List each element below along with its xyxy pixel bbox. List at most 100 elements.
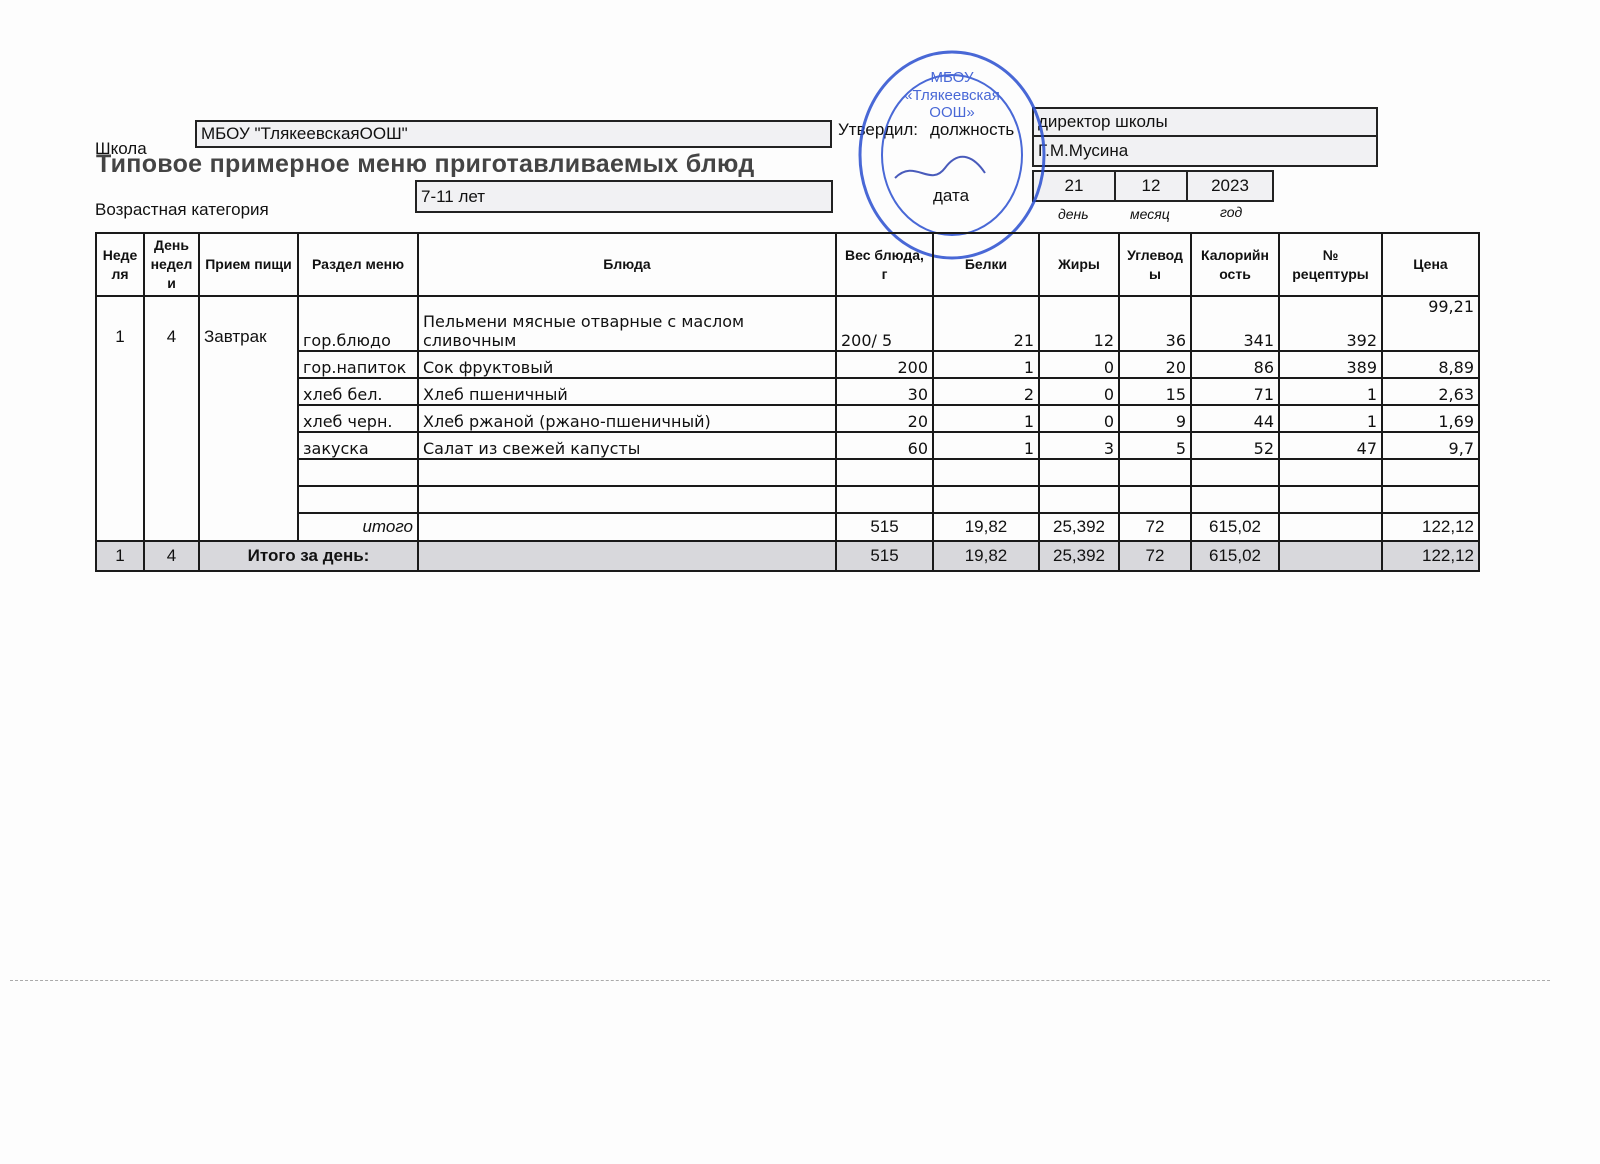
protein-cell: 2: [932, 377, 1040, 406]
age-label: Возрастная категория: [95, 200, 269, 219]
approved-label: Утвердил:: [838, 120, 919, 139]
meal-cell: Завтрак: [198, 295, 299, 542]
scan-fold-line: [10, 980, 1550, 981]
recipe-cell: 47: [1278, 431, 1383, 460]
weight-cell: 60: [835, 431, 934, 460]
table-row: закуска Салат из свежей капусты 60 1 3 5…: [96, 431, 1480, 460]
month-caption: месяц: [1130, 206, 1170, 222]
recipe-cell: 1: [1278, 377, 1383, 406]
section-cell: закуска: [297, 431, 419, 460]
kcal-cell: 44: [1190, 404, 1280, 433]
svg-text:«Тлякеевская: «Тлякеевская: [904, 87, 1000, 104]
col-protein: Белки: [932, 232, 1040, 297]
total-price: 122,12: [1381, 540, 1480, 572]
week-cell: 1: [95, 295, 145, 542]
subtotal-carbs: 72: [1118, 512, 1192, 542]
subtotal-weight: 515: [835, 512, 934, 542]
subtotal-price: 122,12: [1381, 512, 1480, 542]
protein-cell: 1: [932, 431, 1040, 460]
table-row: гор.напиток Сок фруктовый 200 1 0 20 86 …: [96, 350, 1480, 379]
col-weight: Вес блюда, г: [835, 232, 934, 297]
col-fat: Жиры: [1038, 232, 1120, 297]
kcal-cell: 52: [1190, 431, 1280, 460]
dish-cell: Салат из свежей капусты: [417, 431, 837, 460]
col-section: Раздел меню: [297, 232, 419, 297]
col-kcal: Калорийн ость: [1190, 232, 1280, 297]
official-stamp: МБОУ «Тлякеевская ООШ»: [858, 50, 1046, 260]
col-recipe: № рецептуры: [1278, 232, 1383, 297]
school-field: МБОУ "ТлякеевскаяООШ": [195, 120, 832, 148]
fat-cell: 0: [1038, 404, 1120, 433]
fat-cell: 0: [1038, 377, 1120, 406]
price-cell: 99,21: [1381, 295, 1480, 352]
school-label: Школа: [95, 139, 147, 158]
col-carbs: Углевод ы: [1118, 232, 1192, 297]
table-row: хлеб черн. Хлеб ржаной (ржано-пшеничный)…: [96, 404, 1480, 433]
recipe-cell: 1: [1278, 404, 1383, 433]
day-cell: 4: [143, 295, 200, 542]
total-day: 4: [143, 540, 200, 572]
name-field: Г.М.Мусина: [1032, 135, 1378, 167]
carbs-cell: 15: [1118, 377, 1192, 406]
total-fat: 25,392: [1038, 540, 1120, 572]
kcal-cell: 71: [1190, 377, 1280, 406]
carbs-cell: 36: [1118, 295, 1192, 352]
col-week: Неде ля: [95, 232, 145, 297]
price-cell: 8,89: [1381, 350, 1480, 379]
subtotal-protein: 19,82: [932, 512, 1040, 542]
col-price: Цена: [1381, 232, 1480, 297]
total-carbs: 72: [1118, 540, 1192, 572]
subtotal-row: итого 515 19,82 25,392 72 615,02 122,12: [96, 512, 1480, 542]
protein-cell: 1: [932, 404, 1040, 433]
date-year: 2023: [1186, 170, 1274, 202]
section-cell: гор.напиток: [297, 350, 419, 379]
kcal-cell: 341: [1190, 295, 1280, 352]
position-field: директор школы: [1032, 107, 1378, 137]
carbs-cell: 20: [1118, 350, 1192, 379]
table-row: хлеб бел. Хлеб пшеничный 30 2 0 15 71 1 …: [96, 377, 1480, 406]
empty-row: [96, 485, 1480, 514]
section-cell: гор.блюдо: [297, 295, 419, 352]
subtotal-label: итого: [297, 512, 419, 542]
price-cell: 9,7: [1381, 431, 1480, 460]
fat-cell: 3: [1038, 431, 1120, 460]
subtotal-fat: 25,392: [1038, 512, 1120, 542]
total-week: 1: [95, 540, 145, 572]
col-dish: Блюда: [417, 232, 837, 297]
weight-cell: 20: [835, 404, 934, 433]
fat-cell: 12: [1038, 295, 1120, 352]
svg-text:ООШ»: ООШ»: [929, 104, 974, 121]
dish-cell: Хлеб пшеничный: [417, 377, 837, 406]
dish-cell: Хлеб ржаной (ржано-пшеничный): [417, 404, 837, 433]
header-row: Неде ля День недел и Прием пищи Раздел м…: [95, 232, 1480, 297]
empty-row: [96, 458, 1480, 487]
col-meal: Прием пищи: [198, 232, 299, 297]
year-caption: год: [1220, 204, 1243, 220]
day-caption: день: [1058, 206, 1089, 222]
recipe-cell: 392: [1278, 295, 1383, 352]
section-cell: хлеб бел.: [297, 377, 419, 406]
subtotal-kcal: 615,02: [1190, 512, 1280, 542]
carbs-cell: 5: [1118, 431, 1192, 460]
price-cell: 1,69: [1381, 404, 1480, 433]
protein-cell: 21: [932, 295, 1040, 352]
carbs-cell: 9: [1118, 404, 1192, 433]
recipe-cell: 389: [1278, 350, 1383, 379]
weight-cell: 30: [835, 377, 934, 406]
svg-text:МБОУ: МБОУ: [930, 69, 974, 86]
weight-cell: 200: [835, 350, 934, 379]
date-label: дата: [933, 186, 970, 205]
day-total-label: Итого за день:: [198, 540, 419, 572]
menu-table: Неде ля День недел и Прием пищи Раздел м…: [95, 232, 1480, 572]
protein-cell: 1: [932, 350, 1040, 379]
dish-cell: Пельмени мясные отварные с маслом сливоч…: [417, 295, 837, 352]
fat-cell: 0: [1038, 350, 1120, 379]
total-weight: 515: [835, 540, 934, 572]
age-field: 7-11 лет: [415, 180, 833, 213]
kcal-cell: 86: [1190, 350, 1280, 379]
total-protein: 19,82: [932, 540, 1040, 572]
dish-cell: Сок фруктовый: [417, 350, 837, 379]
table-row: 1 4 Завтрак гор.блюдо Пельмени мясные от…: [95, 295, 1480, 542]
section-cell: хлеб черн.: [297, 404, 419, 433]
col-day: День недел и: [143, 232, 200, 297]
